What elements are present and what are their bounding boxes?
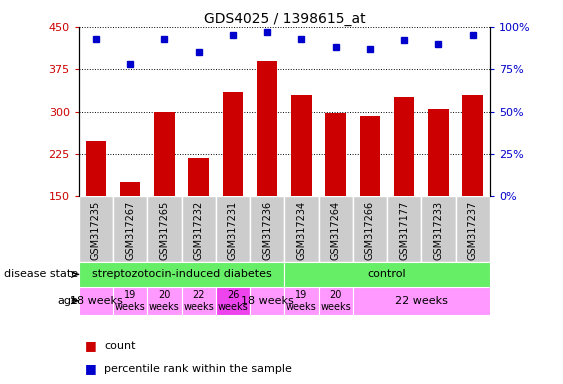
Bar bbox=[325, 113, 346, 196]
Text: disease state: disease state bbox=[5, 270, 78, 280]
Bar bbox=[79, 286, 113, 315]
Text: GSM317237: GSM317237 bbox=[468, 201, 477, 260]
Text: GSM317236: GSM317236 bbox=[262, 201, 272, 260]
Text: GSM317264: GSM317264 bbox=[330, 201, 341, 260]
Bar bbox=[79, 196, 113, 262]
Bar bbox=[223, 92, 243, 196]
Text: age: age bbox=[57, 296, 78, 306]
Bar bbox=[148, 196, 181, 262]
Bar bbox=[189, 158, 209, 196]
Bar bbox=[455, 196, 490, 262]
Bar bbox=[257, 61, 278, 196]
Bar bbox=[394, 98, 414, 196]
Bar bbox=[113, 286, 148, 315]
Bar bbox=[462, 94, 483, 196]
Bar bbox=[79, 262, 284, 286]
Bar bbox=[284, 286, 319, 315]
Bar bbox=[181, 286, 216, 315]
Text: 22 weeks: 22 weeks bbox=[395, 296, 448, 306]
Text: ■: ■ bbox=[84, 362, 96, 375]
Text: GSM317233: GSM317233 bbox=[434, 201, 444, 260]
Text: GSM317267: GSM317267 bbox=[125, 201, 135, 260]
Bar bbox=[284, 196, 319, 262]
Text: ■: ■ bbox=[84, 339, 96, 352]
Bar bbox=[353, 286, 490, 315]
Text: 19
weeks: 19 weeks bbox=[115, 290, 146, 311]
Bar bbox=[148, 286, 181, 315]
Bar bbox=[284, 262, 490, 286]
Text: 26
weeks: 26 weeks bbox=[217, 290, 248, 311]
Text: GSM317235: GSM317235 bbox=[91, 201, 101, 260]
Text: GSM317266: GSM317266 bbox=[365, 201, 375, 260]
Text: GSM317177: GSM317177 bbox=[399, 201, 409, 260]
Bar bbox=[360, 116, 380, 196]
Title: GDS4025 / 1398615_at: GDS4025 / 1398615_at bbox=[203, 12, 365, 26]
Bar bbox=[216, 196, 250, 262]
Bar bbox=[353, 196, 387, 262]
Text: 19
weeks: 19 weeks bbox=[286, 290, 317, 311]
Text: 18 weeks: 18 weeks bbox=[241, 296, 293, 306]
Bar bbox=[181, 196, 216, 262]
Bar bbox=[120, 182, 141, 196]
Bar bbox=[86, 141, 106, 196]
Text: 20
weeks: 20 weeks bbox=[149, 290, 180, 311]
Text: GSM317232: GSM317232 bbox=[194, 201, 204, 260]
Text: control: control bbox=[368, 270, 406, 280]
Bar bbox=[250, 196, 284, 262]
Bar bbox=[319, 196, 353, 262]
Bar bbox=[113, 196, 148, 262]
Bar bbox=[250, 286, 284, 315]
Bar bbox=[216, 286, 250, 315]
Text: 22
weeks: 22 weeks bbox=[184, 290, 214, 311]
Bar bbox=[319, 286, 353, 315]
Bar bbox=[428, 109, 449, 196]
Text: count: count bbox=[104, 341, 136, 351]
Bar bbox=[291, 94, 312, 196]
Bar bbox=[154, 112, 175, 196]
Text: 20
weeks: 20 weeks bbox=[320, 290, 351, 311]
Text: GSM317234: GSM317234 bbox=[297, 201, 306, 260]
Bar bbox=[421, 196, 455, 262]
Text: percentile rank within the sample: percentile rank within the sample bbox=[104, 364, 292, 374]
Text: GSM317265: GSM317265 bbox=[159, 201, 169, 260]
Bar bbox=[387, 196, 421, 262]
Text: streptozotocin-induced diabetes: streptozotocin-induced diabetes bbox=[92, 270, 271, 280]
Text: 18 weeks: 18 weeks bbox=[70, 296, 122, 306]
Text: GSM317231: GSM317231 bbox=[228, 201, 238, 260]
